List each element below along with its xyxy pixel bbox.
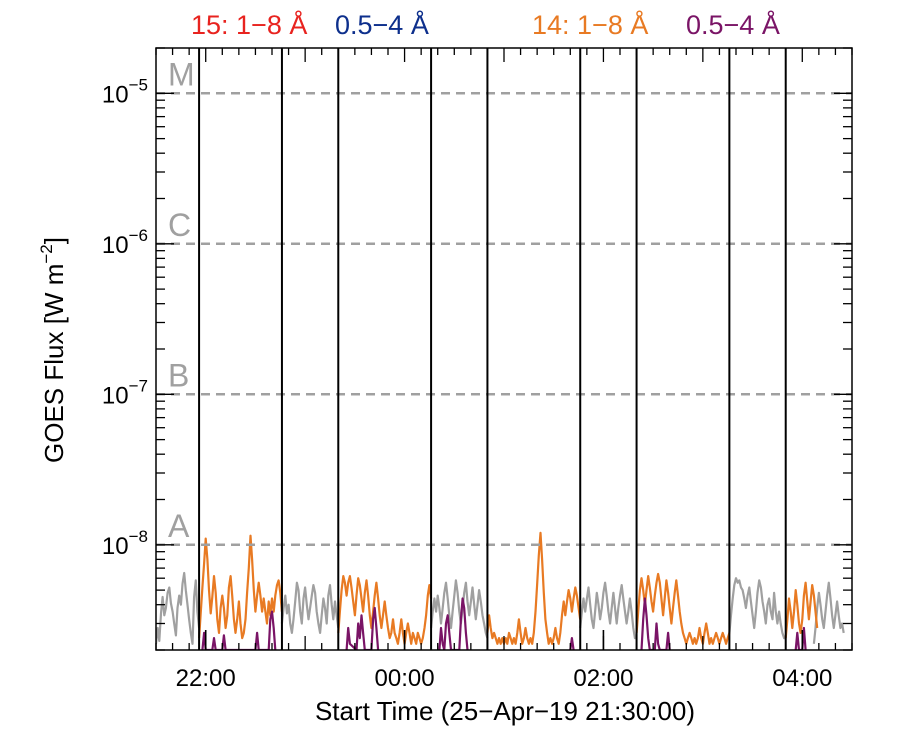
series-2-segment-5 xyxy=(794,626,807,650)
series-2-segment-4 xyxy=(640,597,671,650)
x-tick-label: 02:00 xyxy=(573,665,633,692)
legend-goes15-short: 0.5−4 Å xyxy=(335,10,429,41)
series-1-segment-2 xyxy=(486,531,582,645)
x-tick-label: 00:00 xyxy=(375,665,435,692)
legend-goes14-long: 14: 1−8 Å xyxy=(532,10,648,41)
class-label-a: A xyxy=(168,508,190,544)
series-0-segment-5 xyxy=(812,581,845,644)
legend-goes14-long-label: 14: 1−8 Å xyxy=(532,10,649,40)
boundary-lines xyxy=(198,48,787,650)
y-tick-label: 10−8 xyxy=(102,527,148,560)
series-0-segment-3 xyxy=(579,581,637,640)
series-1-segment-1 xyxy=(337,574,433,645)
series-0-segment-0 xyxy=(156,571,201,645)
y-axis-title: GOES Flux [W m−2] xyxy=(37,237,69,463)
series-2-segment-0 xyxy=(201,610,277,650)
series-0-segment-4 xyxy=(728,577,786,640)
class-label-m: M xyxy=(168,56,195,92)
class-label-c: C xyxy=(168,207,191,243)
series-1-segment-4 xyxy=(784,581,819,639)
legend-goes15-long-label: 15: 1−8 Å xyxy=(191,10,308,40)
y-axis: 10−8 10−7 10−6 10−5 xyxy=(102,47,852,651)
y-tick-label: 10−5 xyxy=(102,75,148,108)
plot-frame xyxy=(155,47,853,651)
x-tick-label: 04:00 xyxy=(772,665,832,692)
legend-goes15-short-label: 0.5−4 Å xyxy=(335,10,429,40)
flux-traces xyxy=(156,531,845,650)
class-label-b: B xyxy=(168,357,189,393)
legend-goes14-short-label: 0.5−4 Å xyxy=(686,10,780,40)
plot-border xyxy=(155,47,853,651)
legend-goes14-short: 0.5−4 Å xyxy=(686,10,780,41)
legend-goes15-long: 15: 1−8 Å xyxy=(191,10,307,41)
series-0-segment-2 xyxy=(430,579,489,639)
x-tick-label: 22:00 xyxy=(176,665,236,692)
series-1-segment-0 xyxy=(198,534,283,640)
y-tick-label: 10−7 xyxy=(102,376,148,409)
flare-class-lines: A B C M xyxy=(156,56,852,547)
x-axis: 22:00 00:00 02:00 04:00 xyxy=(155,48,853,692)
series-1-segment-3 xyxy=(635,572,731,645)
x-axis-title: Start Time (25−Apr−19 21:30:00) xyxy=(315,696,695,726)
series-2-segment-2 xyxy=(438,597,469,650)
series-2-segment-1 xyxy=(345,606,380,650)
series-0-segment-1 xyxy=(280,581,340,635)
y-tick-label: 10−6 xyxy=(102,226,148,259)
